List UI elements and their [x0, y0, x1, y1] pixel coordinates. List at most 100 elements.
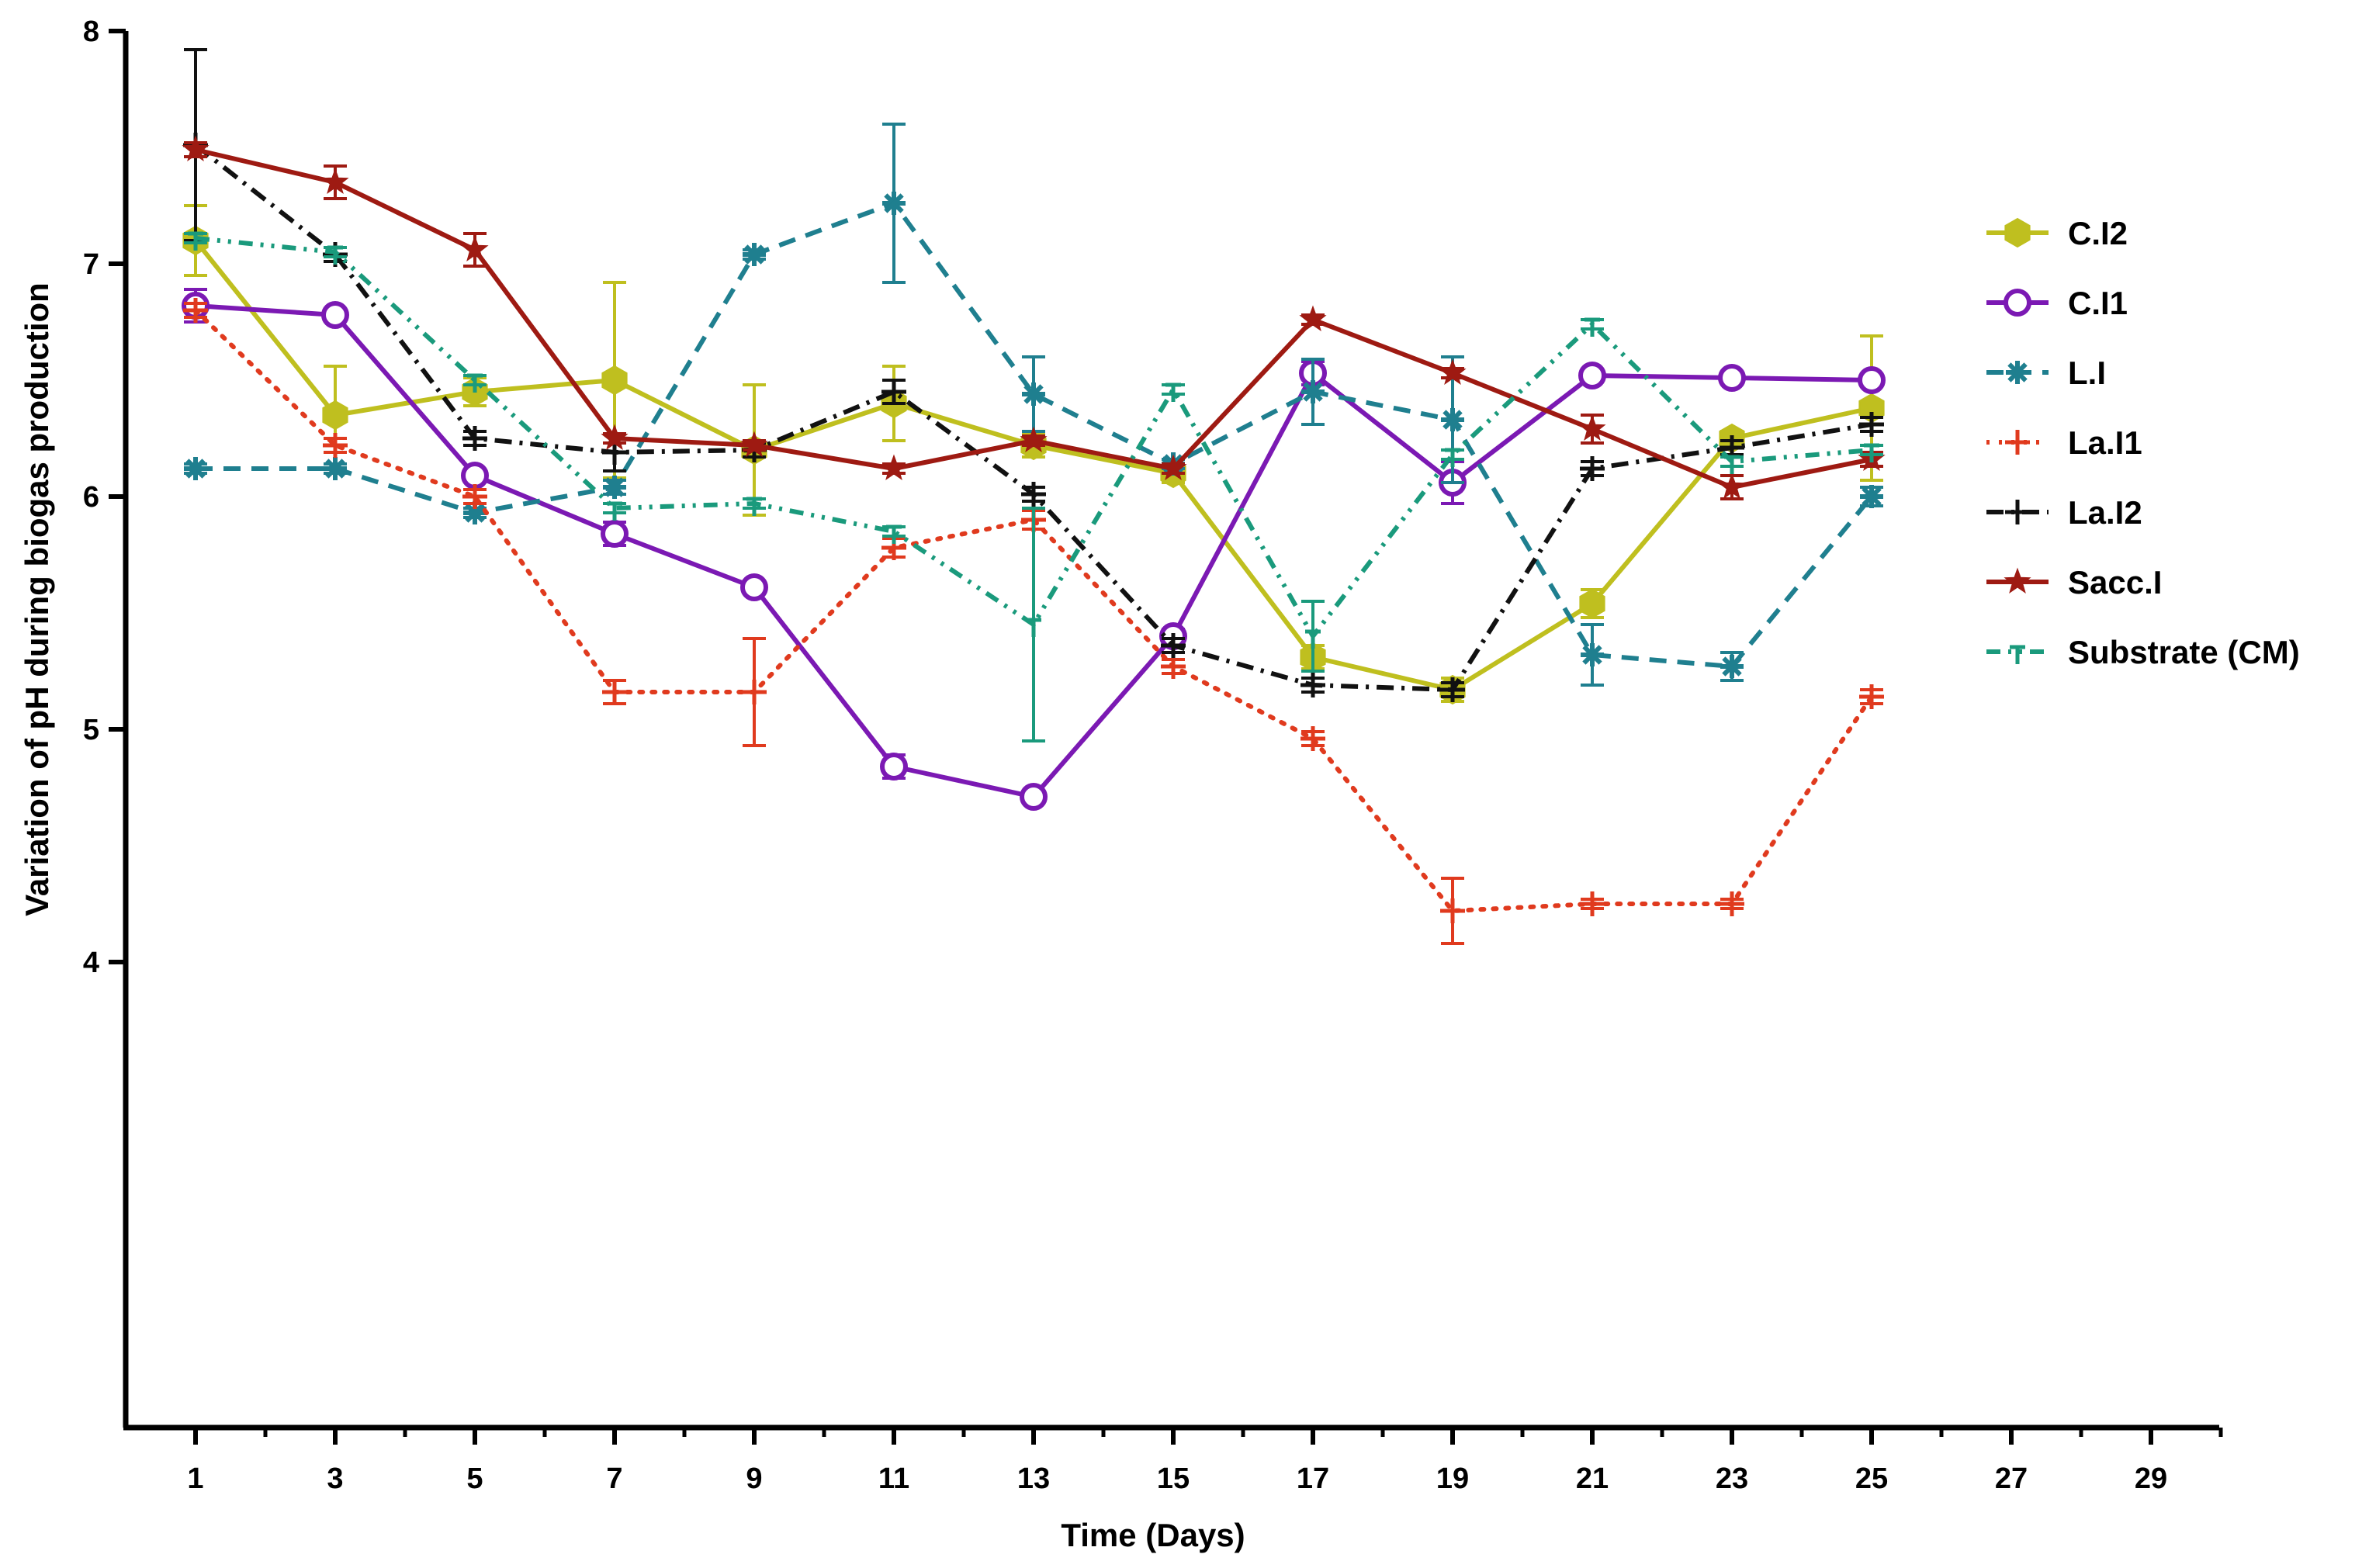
data-point: [1864, 443, 1879, 462]
data-point: [1300, 726, 1325, 751]
data-point: [1439, 358, 1467, 385]
data-point: [1859, 684, 1884, 709]
legend-label: C.I2: [2068, 215, 2128, 251]
data-point: [1581, 643, 1604, 666]
data-point: [601, 520, 629, 548]
data-point: [1584, 317, 1600, 337]
data-point: [322, 400, 348, 431]
data-point: [321, 168, 349, 194]
x-tick-label: 15: [1157, 1462, 1190, 1495]
data-point: [1860, 485, 1883, 508]
data-point: [742, 680, 767, 704]
data-point: [183, 298, 208, 323]
legend: C.I2 C.I1 L.I La.I1 La.I2 Sacc.I Substrate (CM…: [1986, 215, 2300, 670]
x-tick-label: 23: [1716, 1462, 1748, 1495]
data-point: [1445, 448, 1460, 467]
legend-item: C.I2: [1986, 215, 2128, 251]
data-point: [601, 424, 629, 450]
x-tick-label: 5: [466, 1462, 483, 1495]
x-tick-label: 7: [606, 1462, 622, 1495]
data-point: [1578, 414, 1606, 441]
data-point: [321, 301, 349, 329]
legend-marker: [2005, 430, 2030, 455]
series-sacc-i: [182, 135, 1886, 500]
data-point: [1441, 408, 1464, 431]
data-point: [1578, 362, 1606, 389]
legend-marker: [2006, 361, 2029, 384]
series-c-i1: [182, 288, 1886, 811]
legend-marker: [2004, 289, 2031, 317]
x-tick-label: 21: [1576, 1462, 1609, 1495]
y-tick-label: 7: [83, 248, 99, 281]
legend-marker: [2010, 645, 2025, 664]
data-point: [1026, 618, 1041, 637]
data-point: [1161, 633, 1186, 658]
data-point: [1299, 305, 1327, 331]
data-point: [602, 680, 627, 704]
data-point: [1720, 655, 1744, 678]
legend-marker: [2004, 217, 2031, 248]
data-point: [743, 243, 766, 266]
data-point: [1021, 482, 1046, 507]
data-point: [1440, 898, 1465, 923]
data-point: [1161, 654, 1186, 679]
data-point: [1440, 677, 1465, 702]
data-point: [1720, 891, 1744, 916]
data-point: [880, 454, 908, 480]
x-tick-label: 11: [878, 1462, 909, 1495]
data-point: [188, 231, 203, 251]
data-point: [462, 426, 487, 451]
data-point: [603, 476, 626, 499]
series-layer: [182, 48, 1886, 945]
data-point: [601, 365, 628, 396]
x-axis-title: Time (Days): [1061, 1517, 1245, 1553]
legend-label: C.I1: [2068, 285, 2128, 321]
x-tick-label: 13: [1017, 1462, 1050, 1495]
legend-item: La.I1: [1986, 424, 2142, 461]
legend-label: La.I2: [2068, 494, 2142, 531]
data-point: [1580, 456, 1605, 481]
y-tick-label: 5: [83, 714, 99, 746]
data-point: [740, 431, 768, 457]
data-point: [323, 433, 348, 458]
data-point: [740, 573, 768, 601]
legend-item: Sacc.I: [1986, 564, 2162, 601]
legend-label: L.I: [2068, 355, 2106, 391]
legend-label: Substrate (CM): [2068, 634, 2300, 670]
data-point: [461, 462, 489, 490]
legend-label: La.I1: [2068, 424, 2142, 461]
data-point: [1300, 673, 1325, 697]
data-point: [886, 524, 902, 544]
x-tick-label: 29: [2135, 1462, 2167, 1495]
data-point: [1579, 588, 1605, 619]
data-point: [881, 379, 906, 404]
data-point: [746, 497, 762, 516]
legend-label: Sacc.I: [2068, 564, 2162, 601]
legend-item: Substrate (CM): [1986, 634, 2300, 670]
data-point: [324, 457, 347, 480]
data-point: [462, 484, 487, 509]
data-point: [1724, 455, 1740, 474]
legend-item: C.I1: [1986, 285, 2128, 321]
legend-marker: [2004, 567, 2031, 594]
data-point: [607, 501, 622, 521]
x-tick-label: 9: [746, 1462, 762, 1495]
legend-marker: [2005, 500, 2030, 524]
y-axis-title: Variation of pH during biogas production: [19, 282, 55, 916]
data-point: [1165, 382, 1181, 402]
data-point: [1305, 629, 1321, 649]
x-tick-label: 17: [1297, 1462, 1329, 1495]
x-tick-label: 1: [187, 1462, 203, 1495]
data-point: [463, 501, 487, 524]
data-point: [327, 245, 343, 265]
data-point: [1718, 472, 1746, 499]
data-point: [1020, 783, 1048, 811]
data-point: [1022, 382, 1045, 406]
legend-item: La.I2: [1986, 494, 2142, 531]
data-point: [1580, 891, 1605, 916]
legend-item: L.I: [1986, 355, 2106, 391]
data-point: [184, 457, 207, 480]
data-point: [882, 192, 906, 215]
